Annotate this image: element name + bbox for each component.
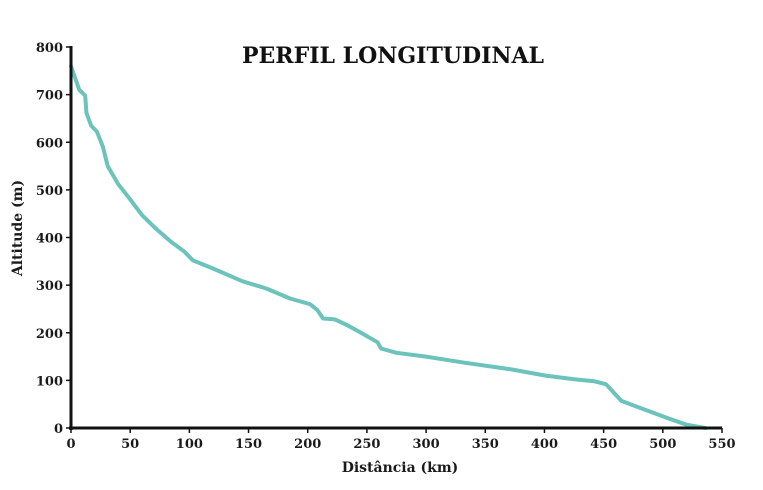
x-axis-label: Distância (km) <box>342 460 459 476</box>
chart-title: PERFIL LONGITUDINAL <box>242 43 544 69</box>
x-tick-label: 250 <box>353 437 380 452</box>
y-tick-label: 800 <box>36 41 63 56</box>
x-tick-label: 400 <box>531 437 558 452</box>
y-tick-label: 100 <box>36 374 63 389</box>
y-tick-label: 0 <box>54 422 63 437</box>
profile-line <box>69 64 708 430</box>
x-tick-label: 50 <box>121 437 139 452</box>
x-tick-label: 450 <box>590 437 617 452</box>
y-tick-label: 700 <box>36 89 63 104</box>
x-tick-label: 200 <box>294 437 321 452</box>
x-tick-label: 0 <box>66 437 75 452</box>
y-tick-label: 500 <box>36 184 63 199</box>
x-tick-label: 300 <box>413 437 440 452</box>
x-tick-label: 150 <box>235 437 262 452</box>
axis-ticks: 0 50 100 150 200 250 300 350 400 450 500 550 0 100 200… <box>36 41 736 452</box>
y-tick-label: 200 <box>36 327 63 342</box>
y-tick-label: 400 <box>36 232 63 247</box>
x-tick-label: 100 <box>176 437 203 452</box>
x-tick-label: 550 <box>708 437 735 452</box>
y-axis-label: Altitude (m) <box>10 180 26 277</box>
y-tick-label: 600 <box>36 136 63 151</box>
x-tick-label: 500 <box>649 437 676 452</box>
x-tick-label: 350 <box>472 437 499 452</box>
y-tick-label: 300 <box>36 279 63 294</box>
